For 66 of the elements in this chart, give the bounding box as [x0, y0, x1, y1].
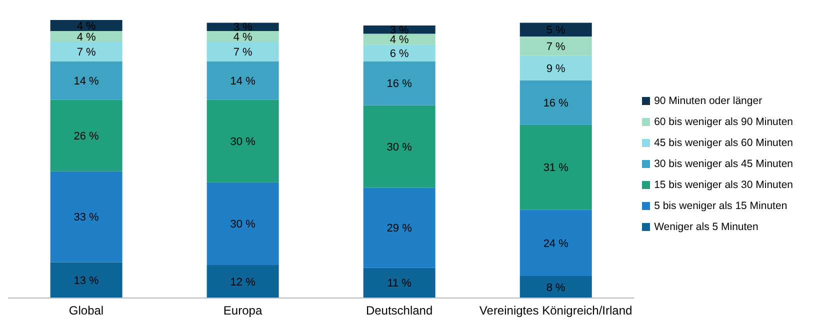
data-label: 30 %	[230, 136, 256, 148]
data-label: 9 %	[546, 63, 566, 76]
data-label: 7 %	[76, 46, 96, 59]
bar	[520, 276, 592, 298]
bar	[206, 182, 279, 265]
legend-label: 5 bis weniger als 15 Minuten	[654, 200, 788, 212]
legend-label: 45 bis weniger als 60 Minuten	[654, 136, 793, 148]
data-label: 7 %	[546, 41, 566, 53]
data-label: 30 %	[230, 218, 256, 231]
bar	[206, 31, 279, 42]
data-label: 12 %	[230, 276, 256, 288]
bar	[363, 34, 436, 45]
bar	[50, 100, 122, 172]
x-tick-label: Deutschland	[366, 304, 433, 318]
bar	[363, 188, 436, 268]
data-label: 5 %	[546, 24, 566, 36]
bar	[520, 124, 592, 210]
bar	[206, 61, 279, 100]
bar	[520, 22, 592, 37]
data-label: 4 %	[76, 31, 96, 44]
data-label: 14 %	[74, 75, 100, 88]
data-label: 4 %	[233, 31, 253, 44]
data-label: 7 %	[233, 46, 253, 59]
bar	[363, 61, 436, 106]
legend-label: 15 bis weniger als 30 Minuten	[654, 178, 793, 190]
bar	[520, 36, 592, 56]
x-tick-label: Vereinigtes Königreich/Irland	[479, 304, 632, 318]
legend-label: Weniger als 5 Minuten	[654, 220, 758, 232]
data-label: 33 %	[74, 212, 100, 224]
bar	[363, 44, 436, 62]
x-tick-label: Global	[68, 304, 104, 318]
bar	[50, 262, 122, 298]
bar	[520, 210, 592, 276]
data-label: 30 %	[386, 141, 412, 154]
data-label: 14 %	[230, 75, 256, 88]
bar	[50, 61, 122, 100]
data-label: 31 %	[543, 162, 569, 174]
legend-label: 30 bis weniger als 45 Minuten	[654, 158, 793, 170]
data-label: 26 %	[74, 130, 100, 142]
legend-label: 90 Minuten oder länger	[654, 94, 762, 106]
bar	[520, 80, 592, 125]
data-label: 24 %	[543, 238, 569, 250]
data-label: 29 %	[386, 222, 412, 235]
data-label: 4 %	[76, 20, 96, 32]
bar	[50, 42, 122, 62]
bar	[363, 105, 436, 188]
data-label: 4 %	[390, 34, 410, 46]
bar	[50, 31, 122, 42]
data-label: 16 %	[386, 78, 412, 90]
bar	[206, 264, 279, 298]
data-label: 6 %	[390, 48, 410, 60]
data-label: 3 %	[233, 22, 253, 34]
bar	[206, 100, 279, 182]
bar	[363, 268, 436, 298]
legend-label: 60 bis weniger als 90 Minuten	[654, 116, 793, 128]
x-tick-label: Europa	[223, 304, 262, 318]
data-label: 13 %	[74, 274, 100, 287]
data-label: 16 %	[543, 97, 569, 110]
data-label: 8 %	[546, 282, 566, 294]
bar	[50, 171, 122, 262]
bar	[50, 20, 122, 32]
bar	[363, 26, 436, 34]
bar	[520, 56, 592, 81]
data-label: 11 %	[387, 278, 412, 290]
data-label: 3 %	[390, 24, 410, 36]
bar	[206, 42, 279, 62]
